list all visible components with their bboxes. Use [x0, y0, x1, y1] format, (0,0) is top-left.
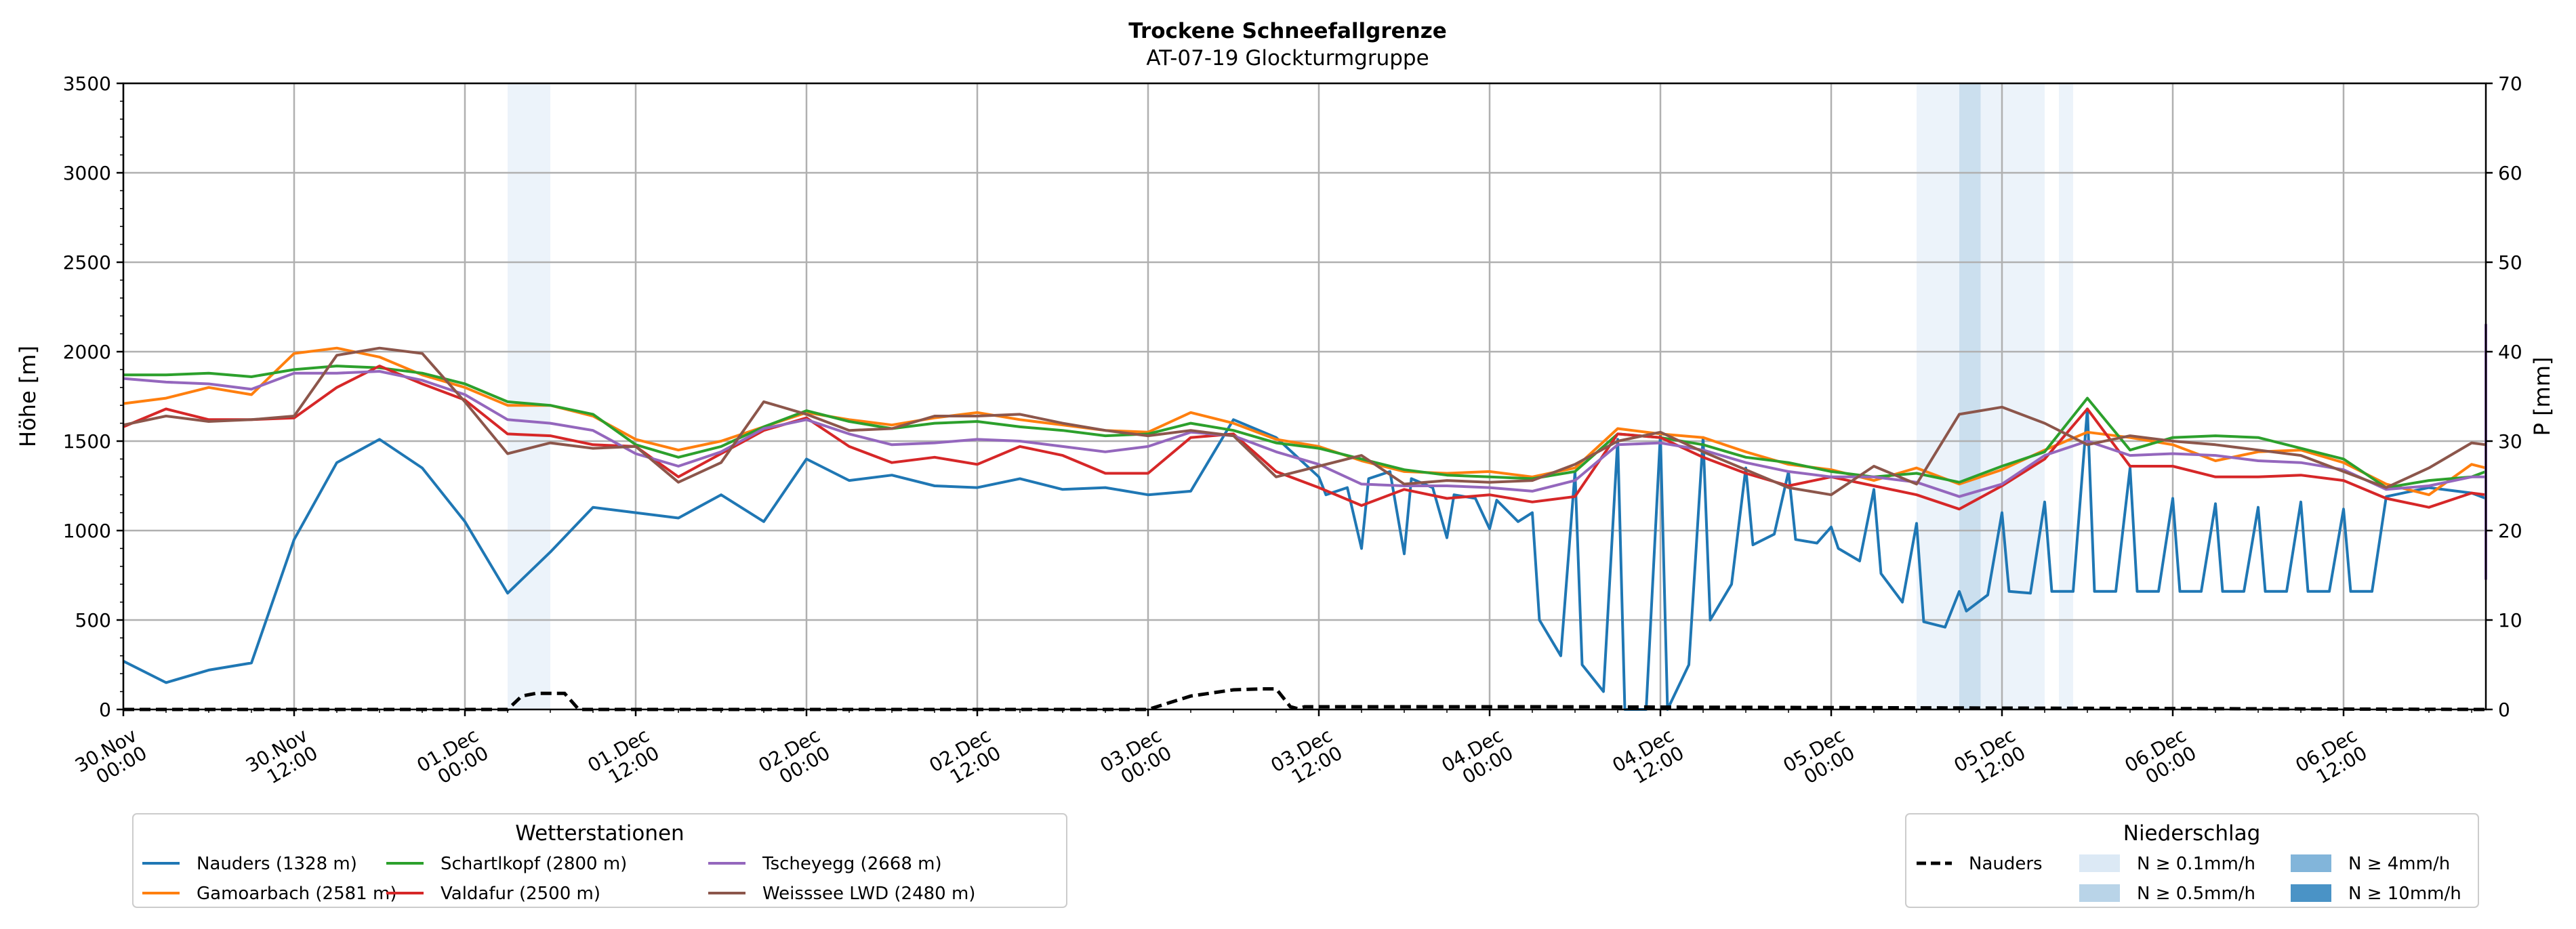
y-tick-label: 2000	[63, 341, 111, 363]
y-tick-label: 3000	[63, 162, 111, 184]
series-line	[123, 346, 2487, 497]
y2-tick-label: 30	[2498, 430, 2522, 453]
legend-stations-frame	[132, 813, 1067, 908]
y2-tick-label: 40	[2498, 341, 2522, 363]
legend-stations-title: Wetterstationen	[515, 821, 684, 846]
y-axis-label: Höhe [m]	[15, 346, 41, 447]
legend-precip-label: N ≥ 4mm/h	[2348, 854, 2450, 874]
y-tick-label: 500	[75, 609, 111, 632]
legend-precip-swatch	[2079, 884, 2120, 902]
legend-precip-swatch	[2291, 884, 2331, 902]
precip-span	[508, 83, 550, 709]
series-line	[123, 407, 2487, 711]
legend-precip-title: Niederschlag	[2123, 821, 2261, 846]
legend-station-label: Schartlkopf (2800 m)	[441, 854, 627, 874]
axes	[122, 82, 2487, 711]
y-tick-label: 3500	[63, 73, 111, 95]
precip-span	[2059, 83, 2073, 709]
chart-subtitle: AT-07-19 Glockturmgruppe	[1146, 46, 1429, 70]
chart-title: Trockene Schneefallgrenze	[1128, 19, 1447, 43]
legend-precip-swatch	[2079, 854, 2120, 872]
legend-precip-frame	[1905, 813, 2479, 908]
y-tick-label: 1500	[63, 430, 111, 453]
precip-spans	[508, 83, 2073, 709]
legend-precip: Niederschlag Nauders N ≥ 0.1mm/h N ≥ 0.5m…	[1905, 813, 2479, 908]
legend-precip-line-label: Nauders	[1969, 854, 2043, 874]
legend-precip-swatch	[2291, 854, 2331, 872]
plot-frame	[122, 82, 2487, 711]
legend-precip-label: N ≥ 0.5mm/h	[2137, 884, 2255, 904]
legend-precip-label: N ≥ 10mm/h	[2348, 884, 2461, 904]
y2-tick-label: 70	[2498, 73, 2522, 95]
y-tick-label: 0	[99, 699, 111, 721]
y-tick-label: 1000	[63, 520, 111, 542]
y2-tick-label: 0	[2498, 699, 2510, 721]
y2-tick-label: 50	[2498, 251, 2522, 274]
legend-station-label: Valdafur (2500 m)	[441, 884, 600, 904]
y2-tick-label: 20	[2498, 520, 2522, 542]
y2-tick-label: 60	[2498, 162, 2522, 184]
precip-span	[1959, 83, 1981, 709]
y2-axis-label: P [mm]	[2529, 357, 2555, 436]
y2-tick-label: 10	[2498, 609, 2522, 632]
precip-span	[1980, 83, 2045, 709]
y-tick-label: 2500	[63, 251, 111, 274]
legend-station-label: Gamoarbach (2581 m)	[197, 884, 396, 904]
legend-station-label: Weisssee LWD (2480 m)	[762, 884, 975, 904]
legend-precip-label: N ≥ 0.1mm/h	[2137, 854, 2255, 874]
legend-station-label: Nauders (1328 m)	[197, 854, 357, 874]
legend-stations: Wetterstationen Nauders (1328 m) Gamoarba…	[132, 813, 1067, 908]
x-tick-label: 02.Dec00:00	[755, 724, 834, 794]
precip-line	[123, 687, 2487, 711]
legend-station-label: Tscheyegg (2668 m)	[762, 854, 942, 874]
